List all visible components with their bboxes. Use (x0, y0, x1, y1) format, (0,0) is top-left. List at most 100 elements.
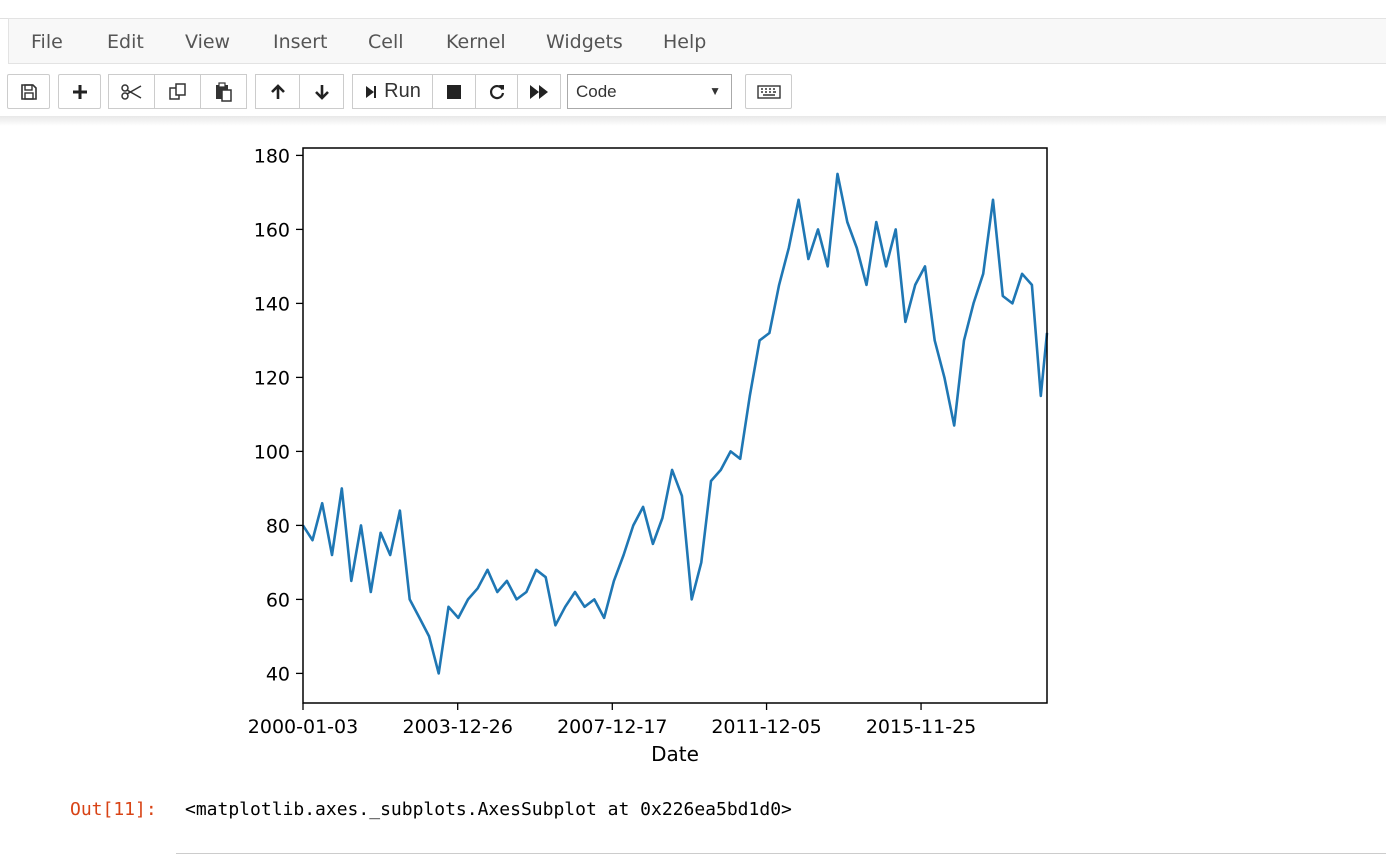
menubar: File Edit View Insert Cell Kernel Widget… (8, 18, 1386, 64)
data-point (341, 487, 343, 490)
data-point (311, 539, 314, 541)
data-point (457, 617, 460, 619)
copy-button[interactable] (154, 74, 201, 109)
data-point (992, 199, 994, 201)
data-point (603, 617, 605, 619)
data-point (360, 524, 362, 527)
data-point (739, 458, 741, 460)
x-tick-label-2015-11-25: 2015-11-25 (866, 716, 976, 738)
data-point (642, 506, 644, 508)
cut-button[interactable] (108, 74, 155, 109)
data-point (476, 587, 479, 590)
header-shadow (0, 116, 1386, 126)
data-point (331, 554, 333, 556)
menu-edit[interactable]: Edit (107, 31, 144, 53)
data-point (885, 265, 887, 268)
menu-cell[interactable]: Cell (368, 31, 404, 53)
menu-help[interactable]: Help (663, 31, 707, 53)
data-point (933, 339, 936, 342)
data-point (894, 228, 897, 231)
data-point (515, 598, 518, 601)
run-button[interactable]: Run (352, 74, 433, 109)
data-point (856, 247, 858, 249)
data-point (593, 598, 596, 601)
data-point (583, 606, 586, 608)
data-point (496, 591, 499, 593)
paste-button[interactable] (200, 74, 247, 109)
data-point (564, 606, 566, 608)
y-tick-label-180: 180 (254, 145, 290, 167)
data-point (379, 532, 382, 534)
y-tick-label-60: 60 (266, 589, 290, 611)
data-point (1031, 284, 1033, 286)
y-tick-label-160: 160 (254, 219, 290, 241)
insert-cell-button[interactable] (58, 74, 101, 109)
menu-kernel[interactable]: Kernel (446, 31, 506, 53)
data-point (613, 580, 615, 582)
data-point (574, 591, 576, 593)
keyboard-icon (756, 84, 781, 99)
run-label: Run (384, 80, 421, 102)
data-point (817, 228, 819, 231)
plot-frame (302, 147, 1048, 704)
fast-forward-icon (530, 84, 548, 99)
interrupt-button[interactable] (432, 74, 476, 109)
data-point (389, 554, 392, 556)
menu-insert[interactable]: Insert (273, 31, 328, 53)
data-point (807, 258, 810, 260)
y-tick-label-140: 140 (254, 293, 290, 315)
data-point (370, 591, 372, 593)
y-tick-label-80: 80 (266, 515, 290, 537)
cell-type-value: Code (576, 82, 617, 101)
data-point (904, 321, 907, 323)
output-text: <matplotlib.axes._subplots.AxesSubplot a… (185, 799, 792, 820)
data-point (671, 469, 673, 471)
data-point (622, 554, 625, 556)
y-tick-label-100: 100 (254, 441, 290, 463)
browser-top-strip (0, 0, 1386, 19)
cell-type-select[interactable]: Code ▼ (567, 74, 732, 109)
data-point (924, 265, 926, 268)
data-point (554, 624, 557, 627)
data-point (749, 395, 751, 397)
x-tick-label-2003-12-26: 2003-12-26 (402, 716, 512, 738)
cell-divider (176, 853, 1386, 854)
menu-view[interactable]: View (185, 31, 231, 53)
menu-file[interactable]: File (31, 31, 63, 53)
data-point (437, 672, 440, 675)
data-point (428, 635, 430, 638)
restart-run-all-button[interactable] (517, 74, 561, 109)
toolbar: Run Code ▼ (0, 66, 1386, 116)
data-point (506, 580, 508, 582)
restart-button[interactable] (475, 74, 518, 109)
data-point (914, 284, 916, 286)
data-point (661, 517, 664, 519)
data-point (758, 339, 761, 342)
data-point (1021, 273, 1023, 275)
data-point (982, 273, 984, 275)
data-point (865, 284, 868, 286)
data-point (963, 339, 965, 342)
data-point (836, 173, 839, 175)
data-point (681, 495, 683, 497)
series-line-0 (301, 172, 1049, 675)
data-point (972, 302, 975, 305)
data-point (826, 265, 829, 268)
data-point (350, 580, 353, 582)
data-point (535, 569, 537, 571)
command-palette-button[interactable] (745, 74, 792, 109)
data-point (1002, 295, 1004, 297)
data-point (700, 561, 703, 564)
output-prompt: Out[11]: (70, 799, 157, 820)
menu-widgets[interactable]: Widgets (546, 31, 623, 53)
move-down-button[interactable] (299, 74, 344, 109)
save-button[interactable] (7, 74, 50, 109)
move-up-button[interactable] (255, 74, 300, 109)
chart-output: 40 60 80 100 120 140 160 180 2000-01-03 2003-12-2… (248, 145, 1049, 766)
data-point (729, 450, 732, 453)
y-tick-label-40: 40 (266, 663, 290, 685)
data-point (710, 480, 712, 482)
data-point (1040, 395, 1042, 397)
plus-icon (72, 84, 87, 99)
dropdown-arrow-icon: ▼ (709, 84, 721, 98)
